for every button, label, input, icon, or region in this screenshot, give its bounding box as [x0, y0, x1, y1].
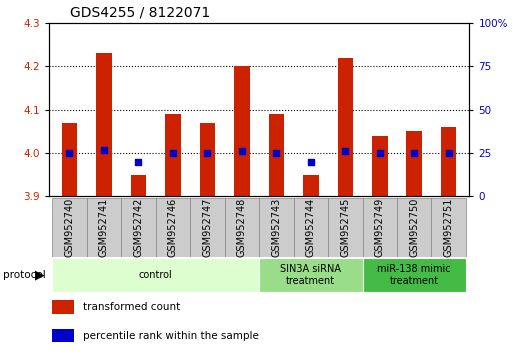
Bar — [372, 136, 387, 196]
Text: GSM952746: GSM952746 — [168, 198, 178, 257]
Bar — [406, 131, 422, 196]
Text: protocol: protocol — [3, 270, 45, 280]
Text: GSM952740: GSM952740 — [65, 198, 74, 257]
Bar — [131, 175, 146, 196]
Bar — [87, 198, 121, 257]
Bar — [259, 198, 293, 257]
Bar — [200, 123, 215, 196]
Bar — [268, 114, 284, 196]
Text: GDS4255 / 8122071: GDS4255 / 8122071 — [70, 5, 210, 19]
Bar — [225, 198, 259, 257]
Bar — [259, 258, 363, 292]
Bar — [190, 198, 225, 257]
Text: GSM952743: GSM952743 — [271, 198, 281, 257]
Point — [341, 149, 349, 154]
Text: control: control — [139, 270, 172, 280]
Text: GSM952744: GSM952744 — [306, 198, 316, 257]
Point — [238, 149, 246, 154]
Bar — [62, 123, 77, 196]
Bar — [303, 175, 319, 196]
Text: GSM952751: GSM952751 — [444, 198, 453, 257]
Bar — [363, 198, 397, 257]
Bar — [328, 198, 363, 257]
Bar — [52, 300, 74, 314]
Point — [203, 150, 211, 156]
Bar — [293, 198, 328, 257]
Bar — [96, 53, 112, 196]
Bar — [234, 66, 250, 196]
Bar — [363, 258, 466, 292]
Bar — [441, 127, 457, 196]
Bar — [338, 58, 353, 196]
Bar — [52, 329, 74, 342]
Text: percentile rank within the sample: percentile rank within the sample — [83, 331, 259, 341]
Point — [445, 150, 453, 156]
Text: transformed count: transformed count — [83, 302, 180, 312]
Point — [169, 150, 177, 156]
Bar — [431, 198, 466, 257]
Point — [134, 159, 143, 165]
Point — [65, 150, 73, 156]
Text: ▶: ▶ — [35, 269, 45, 282]
Text: GSM952750: GSM952750 — [409, 198, 419, 257]
Bar — [121, 198, 155, 257]
Text: GSM952748: GSM952748 — [237, 198, 247, 257]
Point — [410, 150, 418, 156]
Bar — [52, 258, 259, 292]
Point — [307, 159, 315, 165]
Text: GSM952742: GSM952742 — [133, 198, 144, 257]
Point — [272, 150, 281, 156]
Point — [376, 150, 384, 156]
Text: SIN3A siRNA
treatment: SIN3A siRNA treatment — [280, 264, 341, 286]
Text: miR-138 mimic
treatment: miR-138 mimic treatment — [378, 264, 451, 286]
Text: GSM952741: GSM952741 — [99, 198, 109, 257]
Text: GSM952747: GSM952747 — [202, 198, 212, 257]
Bar — [155, 198, 190, 257]
Bar — [397, 198, 431, 257]
Text: GSM952749: GSM952749 — [374, 198, 385, 257]
Text: GSM952745: GSM952745 — [340, 198, 350, 257]
Point — [100, 147, 108, 153]
Bar — [52, 198, 87, 257]
Bar — [165, 114, 181, 196]
